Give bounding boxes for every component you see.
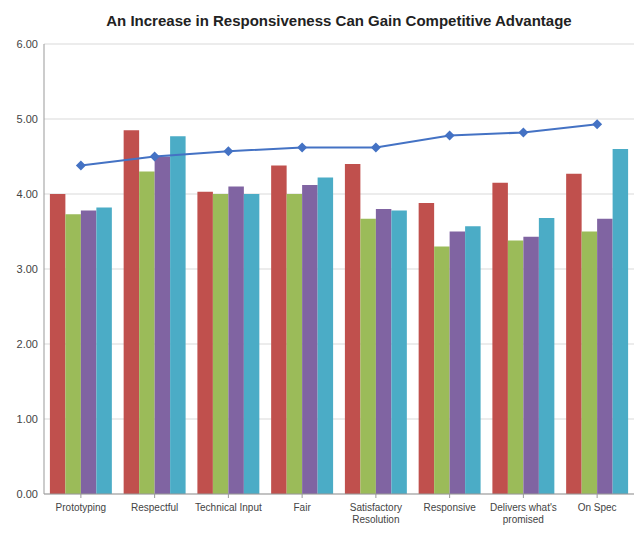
y-tick-label: 5.00 — [17, 113, 38, 125]
bar — [170, 136, 185, 494]
bar — [271, 166, 286, 495]
x-tick — [80, 494, 81, 498]
bar — [376, 209, 391, 494]
bar — [523, 237, 538, 494]
marker — [223, 146, 233, 156]
bar — [96, 208, 111, 495]
x-axis-line — [44, 494, 634, 495]
marker — [150, 152, 160, 162]
bar — [197, 192, 212, 494]
x-tick-label: SatisfactoryResolution — [350, 502, 402, 525]
bar — [360, 219, 375, 494]
marker — [371, 143, 381, 153]
marker — [445, 131, 455, 141]
x-tick-label-line: Fair — [294, 502, 312, 513]
x-tick-label: Responsive — [423, 502, 476, 513]
x-tick-label-line: Technical Input — [195, 502, 262, 513]
x-tick-label-line: Prototyping — [56, 502, 107, 513]
bar — [124, 130, 139, 494]
x-tick — [154, 494, 155, 498]
bar — [302, 185, 317, 494]
marker — [76, 161, 86, 171]
x-tick — [228, 494, 229, 498]
bar — [50, 194, 65, 494]
x-tick-label-line: Resolution — [352, 514, 399, 525]
x-tick-label: On Spec — [578, 502, 617, 513]
title: An Increase in Responsiveness Can Gain C… — [106, 12, 571, 29]
bar — [228, 187, 243, 495]
bar — [582, 232, 597, 495]
bar — [391, 211, 406, 495]
grid-line — [44, 44, 634, 45]
bar — [287, 194, 302, 494]
y-tick-label: 0.00 — [17, 488, 38, 500]
bar — [434, 247, 449, 495]
plot-area — [50, 119, 628, 494]
bar — [244, 194, 259, 494]
bar — [318, 178, 333, 495]
x-tick — [597, 494, 598, 498]
x-tick-label-line: On Spec — [578, 502, 617, 513]
y-tick-label: 2.00 — [17, 338, 38, 350]
bar-series — [50, 130, 582, 494]
x-tick — [302, 494, 303, 498]
bar — [492, 183, 507, 494]
bar-series — [81, 157, 613, 495]
x-tick-label-line: Respectful — [131, 502, 178, 513]
x-tick-label-line: Delivers what's — [490, 502, 557, 513]
bar — [566, 174, 581, 494]
x-tick-label-line: Satisfactory — [350, 502, 402, 513]
bar — [539, 218, 554, 494]
line — [81, 124, 597, 165]
bar — [419, 203, 434, 494]
y-tick-label: 3.00 — [17, 263, 38, 275]
line-series — [76, 119, 602, 170]
bar-series — [65, 172, 597, 495]
bar — [213, 194, 228, 494]
x-tick-label: Technical Input — [195, 502, 262, 513]
x-tick — [375, 494, 376, 498]
x-tick-label: Respectful — [131, 502, 178, 513]
x-tick-label-line: promised — [503, 514, 544, 525]
grid-line — [44, 119, 634, 120]
marker — [518, 128, 528, 138]
bar-series — [96, 136, 628, 494]
bar — [597, 219, 612, 494]
y-axis-line — [44, 44, 45, 494]
y-tick-label: 6.00 — [17, 38, 38, 50]
bar — [155, 157, 170, 495]
chart: An Increase in Responsiveness Can Gain C… — [0, 0, 644, 546]
x-tick-label-line: Responsive — [423, 502, 476, 513]
x-tick-label: Delivers what'spromised — [490, 502, 557, 525]
bar — [65, 214, 80, 494]
x-tick — [523, 494, 524, 498]
y-tick-label: 1.00 — [17, 413, 38, 425]
bar — [508, 241, 523, 495]
bar — [465, 226, 480, 494]
y-tick-label: 4.00 — [17, 188, 38, 200]
marker — [297, 143, 307, 153]
bar — [345, 164, 360, 494]
grid-line — [44, 494, 634, 495]
x-tick-label: Fair — [294, 502, 312, 513]
grid — [44, 44, 634, 494]
bar — [450, 232, 465, 495]
bar — [139, 172, 154, 495]
marker — [592, 119, 602, 129]
bar — [613, 149, 628, 494]
x-tick — [449, 494, 450, 498]
x-tick-label: Prototyping — [56, 502, 107, 513]
bar — [81, 211, 96, 495]
